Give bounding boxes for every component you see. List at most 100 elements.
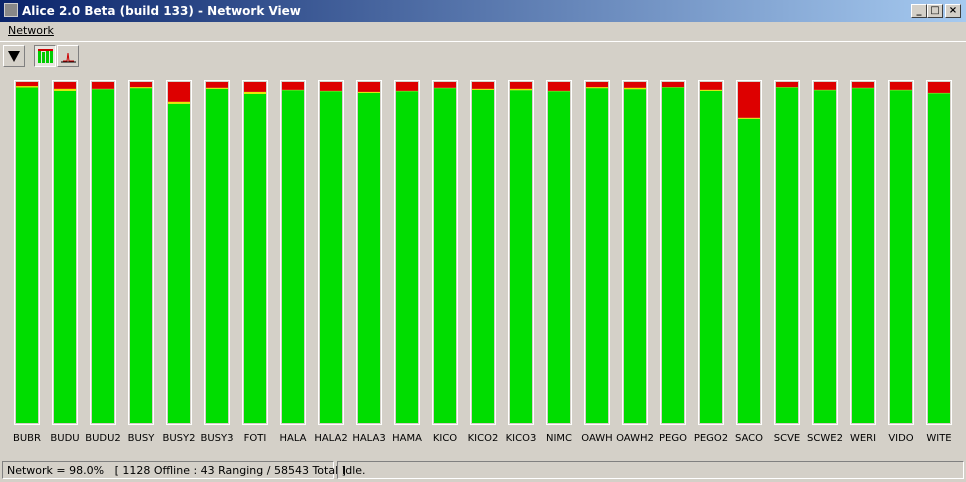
- close-button[interactable]: ×: [945, 4, 961, 18]
- bar-frame: [736, 80, 762, 425]
- bar-segment: [130, 88, 152, 423]
- bar-segment: [92, 89, 114, 423]
- bar-frame: [546, 80, 572, 425]
- status-state: Idle.: [342, 464, 366, 477]
- bar-segment: [358, 82, 380, 92]
- bar-segment: [510, 88, 532, 91]
- x-tick-label: OAWH: [581, 433, 612, 444]
- status-counts: [ 1128 Offline : 43 Ranging / 58543 Tota…: [114, 464, 346, 477]
- bar-segment: [358, 91, 380, 93]
- bar-segment: [510, 82, 532, 89]
- bar-segment: [472, 82, 494, 89]
- bar-segment: [396, 91, 418, 423]
- bar-segment: [738, 118, 760, 423]
- bar-segment: [320, 91, 342, 423]
- x-tick-label: KICO2: [468, 433, 499, 444]
- bar-frame: [166, 80, 192, 425]
- bar-segment: [206, 87, 228, 89]
- x-tick-label: KICO3: [506, 433, 537, 444]
- bar-segment: [662, 82, 684, 88]
- maximize-button[interactable]: □: [927, 4, 943, 18]
- bar-segment: [282, 82, 304, 90]
- bar-segment: [130, 87, 152, 89]
- x-tick-label: FOTI: [244, 433, 267, 444]
- bar-frame: [432, 80, 458, 425]
- bar-segment: [92, 82, 114, 89]
- bar-frame: [90, 80, 116, 425]
- x-tick-label: HAMA: [392, 433, 422, 444]
- bar-frame: [888, 80, 914, 425]
- bar-view-button[interactable]: [34, 45, 56, 67]
- bar-segment: [776, 82, 798, 88]
- window-title: Alice 2.0 Beta (build 133) - Network Vie…: [22, 4, 301, 18]
- bar-segment: [472, 88, 494, 90]
- bar-segment: [662, 87, 684, 424]
- bar-frame: [52, 80, 78, 425]
- bar-segment: [16, 86, 38, 88]
- bar-frame: [774, 80, 800, 425]
- bar-segment: [54, 82, 76, 89]
- bar-frame: [204, 80, 230, 425]
- bar-frame: [850, 80, 876, 425]
- bar-frame: [280, 80, 306, 425]
- bar-view-icon: [38, 49, 53, 63]
- bar-segment: [510, 90, 532, 424]
- bar-segment: [624, 89, 646, 423]
- bar-segment: [624, 87, 646, 90]
- chart: BUBR BUDU BUDU2 BUSY BUSY2 BUSY3 FOTI HALA HALA2…: [13, 80, 952, 444]
- minimize-button[interactable]: _: [911, 4, 927, 18]
- bar-segment: [548, 82, 570, 91]
- bar-segment: [776, 87, 798, 424]
- bar-frame: [622, 80, 648, 425]
- x-tick-label: BUSY: [128, 433, 156, 444]
- x-tick-label: BUSY3: [201, 433, 234, 444]
- x-tick-label: PEGO: [659, 433, 687, 444]
- bar-segment: [16, 82, 38, 87]
- bar-segment: [928, 82, 950, 93]
- bar-frame: [812, 80, 838, 425]
- bar-frame: [698, 80, 724, 425]
- bar-segment: [700, 89, 722, 91]
- bar-segment: [738, 82, 760, 118]
- bar-segment: [890, 82, 912, 90]
- bar-segment: [700, 90, 722, 423]
- bar-segment: [358, 92, 380, 424]
- bar-segment: [244, 91, 266, 94]
- bar-frame: [318, 80, 344, 425]
- status-network: Network = 98.0%: [7, 464, 105, 477]
- x-tick-label: BUSY2: [163, 433, 196, 444]
- x-tick-label: BUDU: [50, 433, 79, 444]
- x-tick-label: SCVE: [774, 433, 801, 444]
- graph-view-button[interactable]: [57, 45, 79, 67]
- x-tick-label: WERI: [850, 433, 876, 444]
- bar-segment: [624, 82, 646, 88]
- x-tick-label: NIMC: [546, 433, 572, 444]
- bar-frame: [470, 80, 496, 425]
- bar-segment: [54, 88, 76, 91]
- x-tick-label: HALA2: [314, 433, 347, 444]
- bar-segment: [472, 89, 494, 423]
- bar-segment: [244, 93, 266, 423]
- bar-frame: [128, 80, 154, 425]
- bar-segment: [168, 82, 190, 102]
- bar-segment: [168, 101, 190, 104]
- toolbar: [0, 41, 966, 70]
- bar-segment: [206, 82, 228, 88]
- bar-segment: [282, 90, 304, 424]
- x-tick-label: PEGO2: [694, 433, 728, 444]
- x-tick-label: SACO: [735, 433, 763, 444]
- status-state-panel: Idle.: [337, 461, 964, 479]
- bar-segment: [320, 82, 342, 91]
- menu-item[interactable]: Network: [8, 24, 54, 37]
- bar-segment: [700, 82, 722, 90]
- menu-bar: Network: [0, 22, 966, 40]
- graph-view-icon: [61, 52, 76, 63]
- x-tick-label: KICO: [433, 433, 457, 444]
- dropdown-button[interactable]: [3, 45, 25, 67]
- bar-segment: [890, 90, 912, 424]
- bar-frame: [242, 80, 268, 425]
- x-tick-label: HALA: [279, 433, 306, 444]
- bar-segment: [206, 88, 228, 423]
- bar-frame: [584, 80, 610, 425]
- x-tick-label: BUDU2: [85, 433, 121, 444]
